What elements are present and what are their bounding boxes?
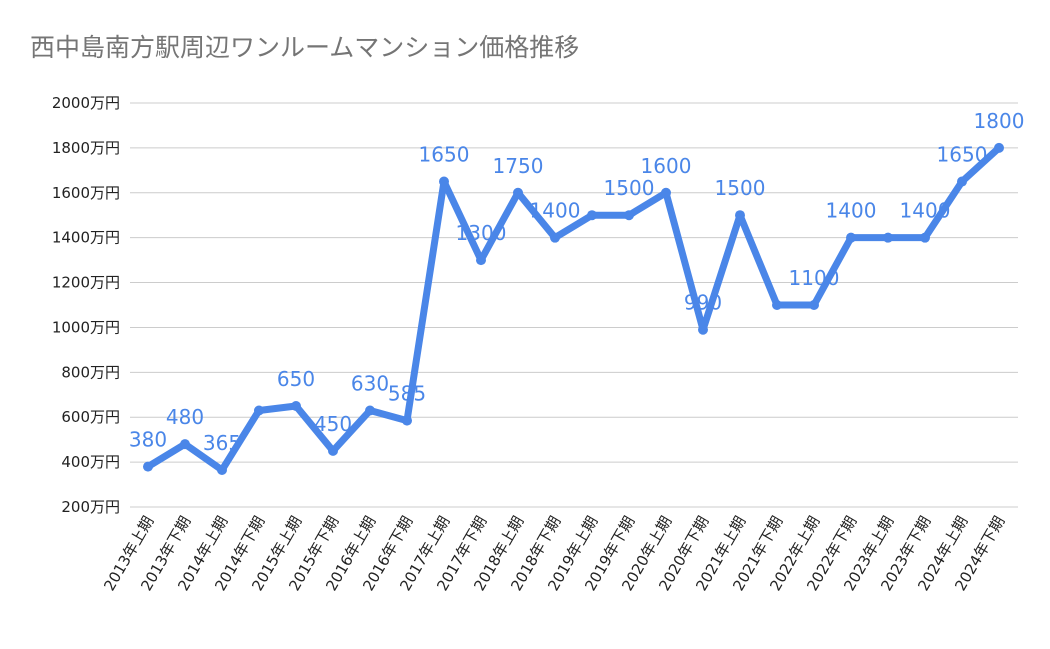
data-point bbox=[883, 232, 893, 243]
data-point bbox=[957, 176, 967, 187]
data-point bbox=[698, 324, 708, 335]
data-label: 1750 bbox=[493, 154, 544, 178]
data-point bbox=[476, 255, 486, 266]
data-label: 1300 bbox=[456, 221, 507, 245]
data-label: 1500 bbox=[604, 176, 655, 200]
data-label: 480 bbox=[166, 405, 204, 429]
data-point bbox=[291, 401, 301, 411]
chart-title: 西中島南方駅周辺ワンルームマンション価格推移 bbox=[30, 33, 580, 62]
data-label: 1650 bbox=[937, 143, 988, 167]
data-label: 585 bbox=[388, 382, 426, 406]
y-tick-label: 600万円 bbox=[61, 408, 120, 426]
data-label: 650 bbox=[277, 367, 315, 391]
data-label: 1400 bbox=[900, 199, 951, 223]
data-point bbox=[587, 210, 597, 221]
data-point bbox=[735, 210, 745, 221]
data-point bbox=[402, 415, 412, 426]
data-point bbox=[846, 232, 856, 243]
data-label: 1400 bbox=[530, 199, 581, 223]
data-point bbox=[772, 300, 782, 310]
data-label: 630 bbox=[351, 371, 389, 395]
data-point bbox=[254, 405, 264, 416]
data-point bbox=[439, 176, 449, 187]
data-point bbox=[180, 439, 190, 450]
data-label: 990 bbox=[684, 291, 722, 315]
data-point bbox=[920, 232, 930, 243]
y-tick-label: 1800万円 bbox=[52, 139, 120, 157]
data-label: 450 bbox=[314, 412, 352, 436]
y-tick-label: 400万円 bbox=[61, 453, 120, 471]
data-point bbox=[513, 187, 523, 198]
data-point bbox=[143, 461, 153, 472]
y-tick-label: 1200万円 bbox=[52, 274, 120, 292]
y-tick-label: 1600万円 bbox=[52, 184, 120, 202]
data-label: 1800 bbox=[974, 109, 1025, 133]
data-point bbox=[550, 232, 560, 243]
y-tick-label: 1000万円 bbox=[52, 318, 120, 336]
y-tick-label: 2000万円 bbox=[52, 94, 120, 112]
y-tick-label: 1400万円 bbox=[52, 229, 120, 247]
data-point bbox=[809, 300, 819, 310]
data-label: 1100 bbox=[789, 266, 840, 290]
data-point bbox=[661, 187, 671, 198]
data-point bbox=[624, 210, 634, 221]
data-label: 365 bbox=[203, 431, 241, 455]
data-label: 1400 bbox=[826, 199, 877, 223]
data-point bbox=[217, 464, 227, 475]
data-label: 1500 bbox=[715, 176, 766, 200]
y-tick-label: 200万円 bbox=[61, 498, 120, 516]
y-tick-label: 800万円 bbox=[61, 363, 120, 381]
data-label: 1650 bbox=[419, 143, 470, 167]
data-point bbox=[365, 405, 375, 416]
data-point bbox=[328, 445, 338, 456]
series-line bbox=[144, 144, 1003, 474]
data-point bbox=[994, 142, 1004, 153]
data-label: 1600 bbox=[641, 154, 692, 178]
data-label: 380 bbox=[129, 428, 167, 452]
